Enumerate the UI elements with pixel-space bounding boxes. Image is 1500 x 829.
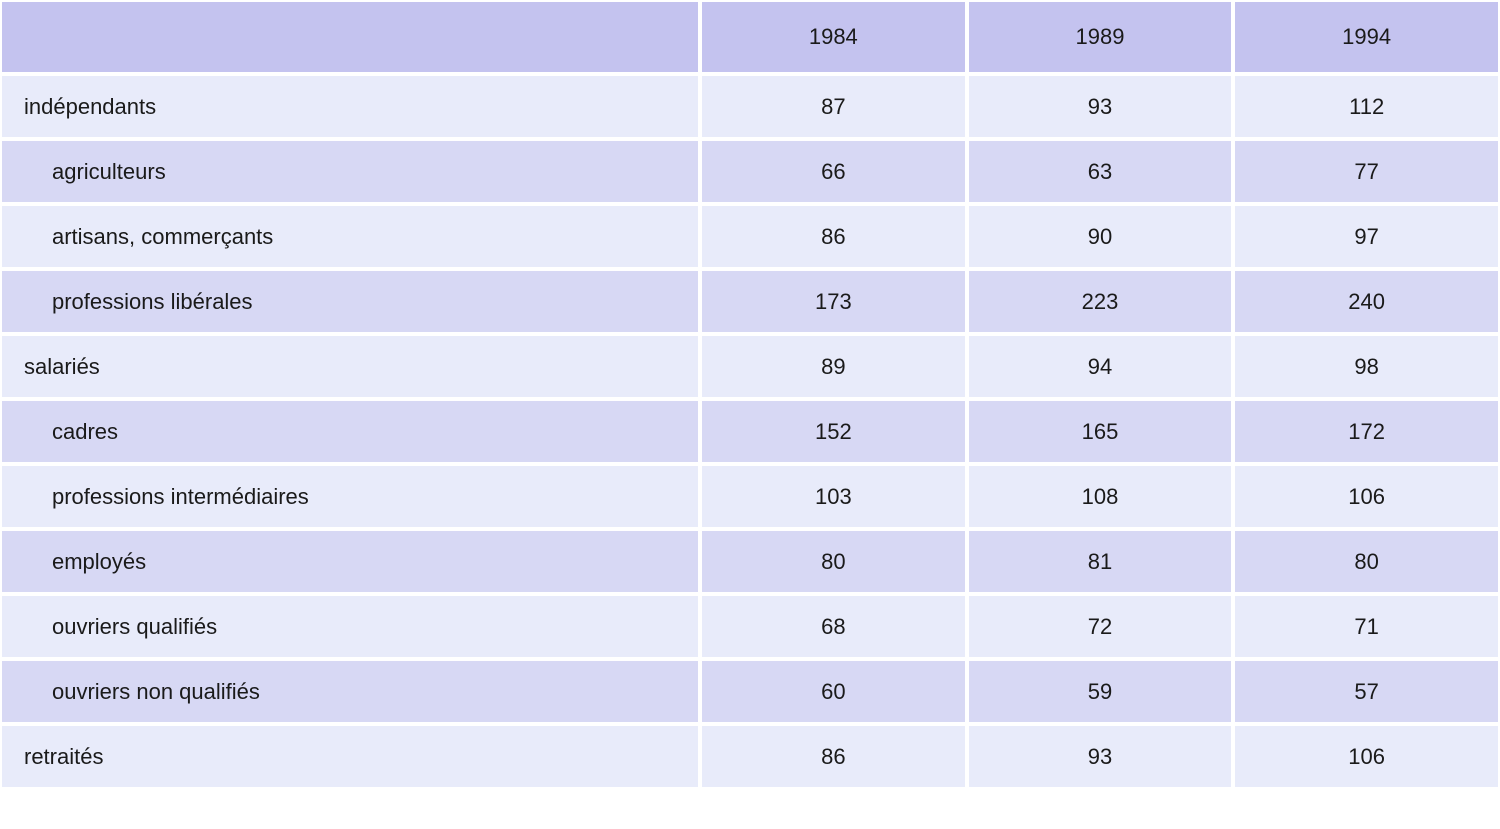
row-label: ouvriers qualifiés — [0, 594, 700, 659]
row-value: 86 — [700, 204, 967, 269]
row-value: 80 — [1233, 529, 1500, 594]
header-year-1: 1984 — [700, 0, 967, 74]
row-value: 152 — [700, 399, 967, 464]
table-row: ouvriers non qualifiés605957 — [0, 659, 1500, 724]
row-value: 71 — [1233, 594, 1500, 659]
table-row: employés808180 — [0, 529, 1500, 594]
table-row: cadres152165172 — [0, 399, 1500, 464]
table-row: retraités8693106 — [0, 724, 1500, 789]
row-value: 57 — [1233, 659, 1500, 724]
row-label: employés — [0, 529, 700, 594]
table-row: indépendants8793112 — [0, 74, 1500, 139]
row-value: 72 — [967, 594, 1234, 659]
row-value: 112 — [1233, 74, 1500, 139]
row-value: 240 — [1233, 269, 1500, 334]
row-value: 59 — [967, 659, 1234, 724]
header-blank — [0, 0, 700, 74]
table-row: salariés899498 — [0, 334, 1500, 399]
row-label: retraités — [0, 724, 700, 789]
row-label: professions intermédiaires — [0, 464, 700, 529]
row-value: 63 — [967, 139, 1234, 204]
row-value: 80 — [700, 529, 967, 594]
header-year-3: 1994 — [1233, 0, 1500, 74]
row-label: artisans, commerçants — [0, 204, 700, 269]
row-label: cadres — [0, 399, 700, 464]
row-value: 86 — [700, 724, 967, 789]
row-value: 97 — [1233, 204, 1500, 269]
row-value: 173 — [700, 269, 967, 334]
row-value: 81 — [967, 529, 1234, 594]
row-label: ouvriers non qualifiés — [0, 659, 700, 724]
row-value: 106 — [1233, 464, 1500, 529]
table-body: indépendants8793112agriculteurs666377art… — [0, 74, 1500, 789]
header-year-2: 1989 — [967, 0, 1234, 74]
row-value: 77 — [1233, 139, 1500, 204]
row-value: 165 — [967, 399, 1234, 464]
row-value: 68 — [700, 594, 967, 659]
row-value: 103 — [700, 464, 967, 529]
row-value: 66 — [700, 139, 967, 204]
row-value: 87 — [700, 74, 967, 139]
row-value: 93 — [967, 724, 1234, 789]
row-label: professions libérales — [0, 269, 700, 334]
row-value: 223 — [967, 269, 1234, 334]
row-value: 93 — [967, 74, 1234, 139]
row-label: salariés — [0, 334, 700, 399]
data-table: 1984 1989 1994 indépendants8793112agricu… — [0, 0, 1500, 789]
row-value: 98 — [1233, 334, 1500, 399]
table-row: agriculteurs666377 — [0, 139, 1500, 204]
table-row: professions libérales173223240 — [0, 269, 1500, 334]
row-value: 106 — [1233, 724, 1500, 789]
row-value: 172 — [1233, 399, 1500, 464]
table-row: professions intermédiaires103108106 — [0, 464, 1500, 529]
row-value: 94 — [967, 334, 1234, 399]
row-value: 89 — [700, 334, 967, 399]
table-row: artisans, commerçants869097 — [0, 204, 1500, 269]
row-value: 90 — [967, 204, 1234, 269]
table-row: ouvriers qualifiés687271 — [0, 594, 1500, 659]
row-value: 108 — [967, 464, 1234, 529]
row-label: indépendants — [0, 74, 700, 139]
row-value: 60 — [700, 659, 967, 724]
row-label: agriculteurs — [0, 139, 700, 204]
table-header-row: 1984 1989 1994 — [0, 0, 1500, 74]
